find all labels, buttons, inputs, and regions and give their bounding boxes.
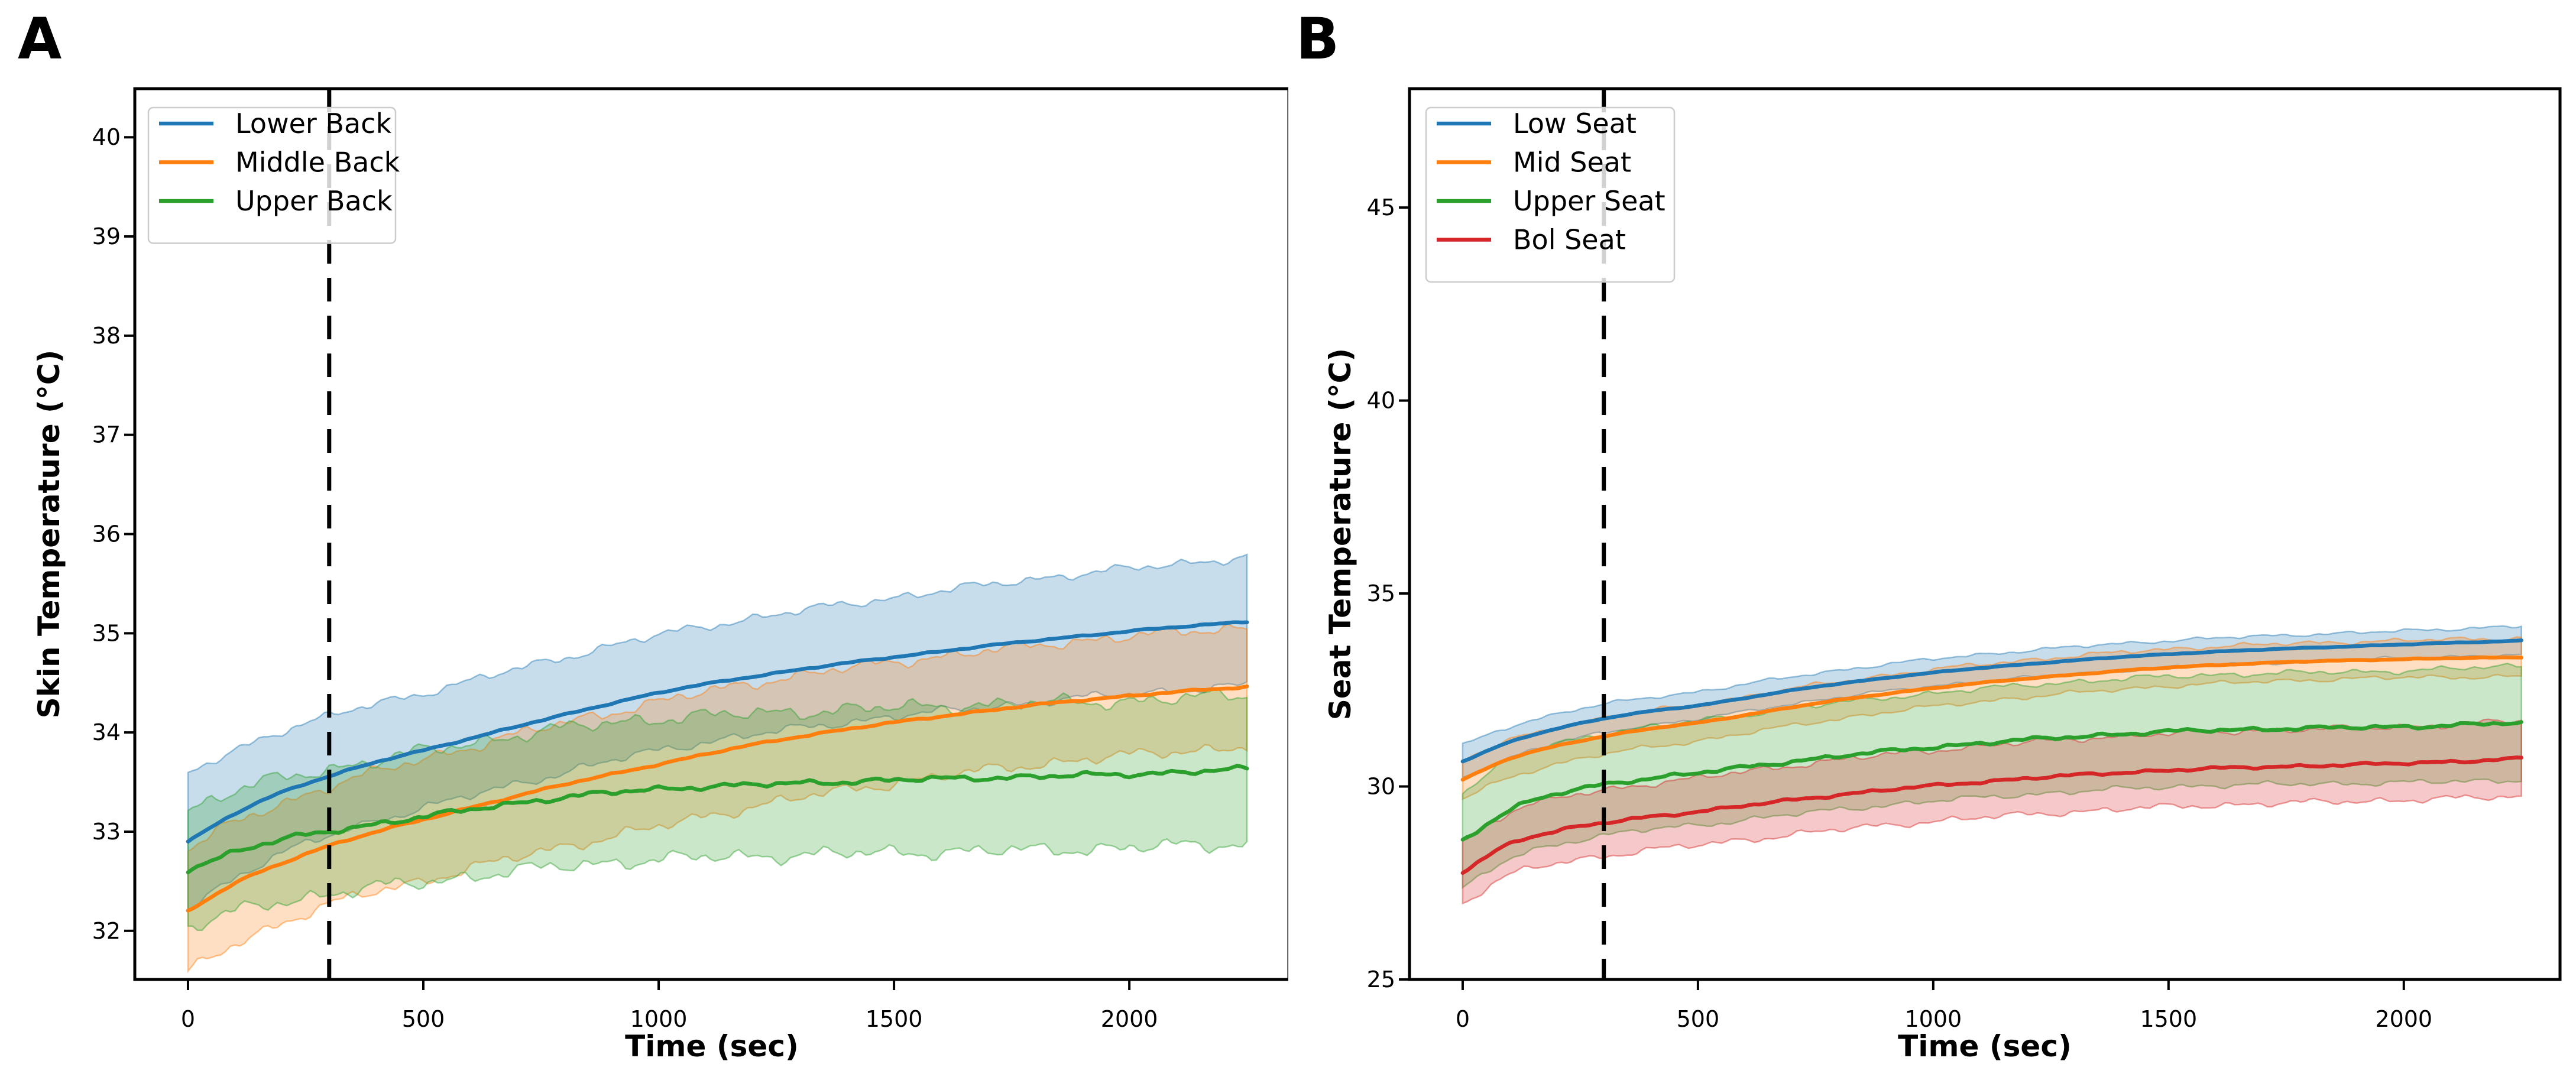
panel-b: B 0 500 1000 1500 2000 25 30 35 40 45 Time (sec) Se… [1288, 0, 2576, 1077]
y-tick-label: 33 [92, 819, 121, 845]
band-bol-seat [1462, 718, 2522, 905]
y-tick-label: 34 [92, 719, 121, 745]
band-low-seat [1462, 625, 2522, 778]
y-axis-label: Skin Temperature (°C) [32, 350, 66, 719]
legend: Low Seat Mid Seat Upper Seat Bol Seat [1425, 106, 1676, 283]
axes-spines [1408, 87, 2562, 981]
legend-label: Upper Seat [1513, 185, 1666, 217]
x-tick-label: 2000 [2375, 1006, 2432, 1032]
x-tick-label: 500 [1677, 1006, 1720, 1032]
plot-area [1460, 89, 2523, 979]
x-axis-label: Time (sec) [1898, 1029, 2072, 1063]
y-tick-label: 25 [1367, 966, 1395, 992]
series-line-lower-back [186, 620, 1249, 844]
series-line-upper-back [186, 764, 1249, 875]
series-line-low-seat [1460, 638, 2523, 764]
y-tick-label: 37 [92, 422, 121, 448]
x-tick-label: 0 [1456, 1006, 1470, 1032]
y-tick-label: 40 [1367, 388, 1395, 414]
panel-a: A 0 500 1000 1500 2000 32 33 34 35 36 37 38 39 40 Time… [18, 6, 1288, 1063]
y-tick-label: 38 [92, 323, 121, 349]
x-tick-label: 500 [402, 1006, 445, 1032]
x-tick-label: 1000 [630, 1006, 688, 1032]
x-tick-label: 2000 [1101, 1006, 1158, 1032]
legend-label: Low Seat [1513, 108, 1637, 140]
y-tick-label: 32 [92, 918, 121, 944]
x-tick-label: 1000 [1904, 1006, 1962, 1032]
panel-b-chart: 0 500 1000 1500 2000 25 30 35 40 45 Time (sec) Seat… [1323, 87, 2562, 1063]
panel-a-chart: 0 500 1000 1500 2000 32 33 34 35 36 37 38 39 40 Time (… [32, 87, 1288, 1063]
y-tick-label: 36 [92, 521, 121, 547]
band-mid-seat [1462, 636, 2522, 801]
y-tick-label: 35 [1367, 580, 1395, 606]
legend-label: Upper Back [235, 185, 393, 217]
plot-area [186, 89, 1249, 979]
legend-label: Middle Back [235, 147, 400, 179]
series-line-bol-seat [1460, 755, 2523, 875]
panel-a-label: A [18, 6, 62, 72]
y-tick-label: 39 [92, 223, 121, 249]
y-axis-label: Seat Temperature (°C) [1323, 348, 1357, 720]
band-lower-back [187, 553, 1248, 910]
y-tick-label: 35 [92, 620, 121, 646]
legend: Lower Back Middle Back Upper Back [147, 106, 400, 244]
y-tick-label: 40 [92, 124, 121, 150]
series-line-upper-seat [1460, 720, 2523, 842]
legend-box [147, 106, 397, 244]
band-upper-back [187, 688, 1248, 932]
series-line-mid-seat [1460, 655, 2523, 782]
y-tick-label: 30 [1367, 774, 1395, 800]
x-tick-label: 1500 [2140, 1006, 2197, 1032]
legend-label: Lower Back [235, 108, 391, 140]
y-tick-label: 45 [1367, 194, 1395, 220]
x-tick-label: 1500 [866, 1006, 923, 1032]
panel-b-label: B [1296, 6, 1340, 72]
series-line-middle-back [186, 684, 1249, 913]
legend-label: Mid Seat [1513, 147, 1631, 179]
x-axis-label: Time (sec) [625, 1029, 799, 1063]
x-tick-label: 0 [181, 1006, 195, 1032]
legend-label: Bol Seat [1513, 224, 1626, 256]
